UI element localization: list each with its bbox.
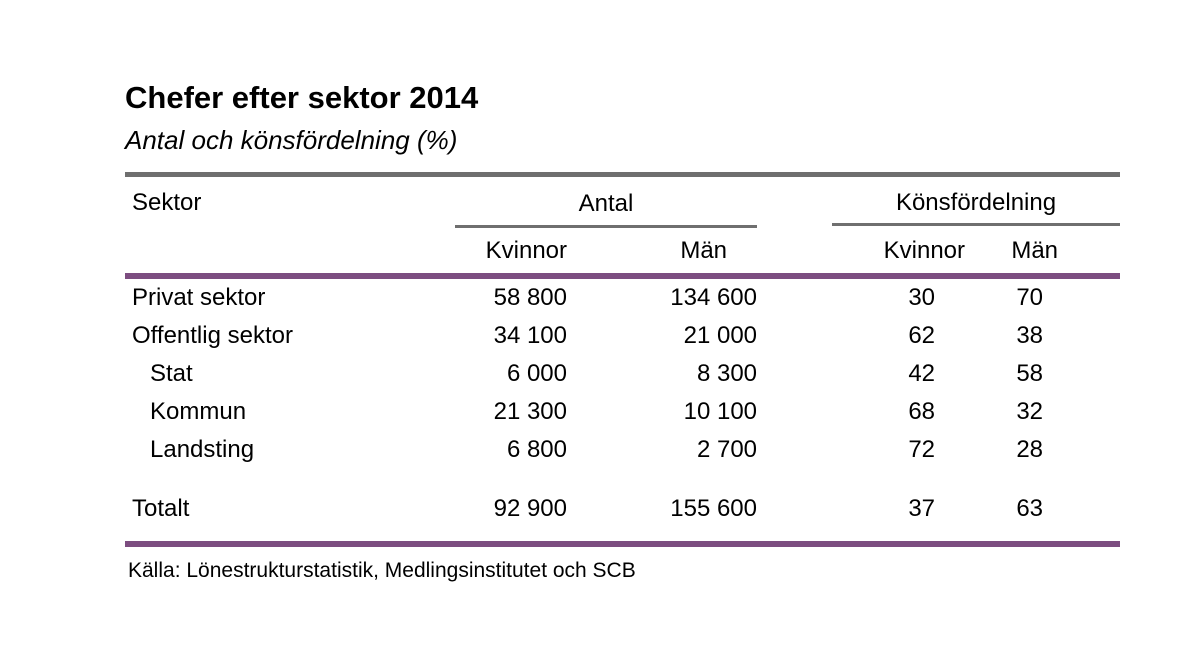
cell-kons-kvinnor: 72 bbox=[908, 435, 936, 463]
cell-antal-man: 2 700 bbox=[696, 435, 758, 463]
table-row: Offentlig sektor 34 100 21 000 62 38 bbox=[125, 317, 1120, 355]
table-total-row: Totalt 92 900 155 600 37 63 bbox=[125, 469, 1120, 544]
source-note: Källa: Lönestrukturstatistik, Medlingsin… bbox=[128, 558, 636, 582]
cell-sektor: Stat bbox=[150, 359, 193, 387]
column-header-antal-man: Män bbox=[567, 226, 758, 279]
cell-sektor: Kommun bbox=[150, 397, 247, 425]
statistics-table: Sektor Antal Könsfördelning Kvinnor Män … bbox=[125, 172, 1121, 547]
cell-antal-kvinnor: 6 800 bbox=[506, 435, 567, 463]
page-subtitle: Antal och könsfördelning (%) bbox=[125, 124, 458, 155]
cell-antal-kvinnor: 21 300 bbox=[493, 397, 567, 425]
page-title: Chefer efter sektor 2014 bbox=[125, 80, 479, 115]
konsfordelning-underline: Könsfördelning bbox=[832, 189, 1121, 227]
cell-antal-kvinnor: 6 000 bbox=[506, 359, 567, 387]
table-body: Privat sektor 58 800 134 600 30 70 Offen… bbox=[125, 276, 1120, 544]
table-row: Privat sektor 58 800 134 600 30 70 bbox=[125, 276, 1120, 317]
cell-kons-man: 38 bbox=[1016, 321, 1044, 349]
table-row: Landsting 6 800 2 700 72 28 bbox=[125, 431, 1120, 469]
column-header-kons-man: Män bbox=[935, 226, 1121, 279]
cell-sektor-total: Totalt bbox=[132, 494, 190, 522]
table-header: Sektor Antal Könsfördelning Kvinnor Män … bbox=[125, 174, 1121, 279]
cell-antal-man: 21 000 bbox=[683, 321, 758, 349]
cell-kons-man: 58 bbox=[1016, 359, 1044, 387]
column-header-kons-kvinnor: Kvinnor bbox=[757, 226, 965, 279]
cell-kons-man: 70 bbox=[1016, 283, 1044, 311]
column-header-sektor: Sektor bbox=[125, 174, 455, 279]
cell-kons-kvinnor: 42 bbox=[908, 359, 936, 387]
cell-antal-man-total: 155 600 bbox=[670, 494, 758, 522]
cell-sektor: Landsting bbox=[150, 435, 255, 463]
sub-header-row: Kvinnor Män Kvinnor Män bbox=[125, 226, 1121, 279]
cell-antal-man: 8 300 bbox=[696, 359, 758, 387]
column-header-antal-kvinnor: Kvinnor bbox=[455, 226, 567, 279]
cell-kons-kvinnor: 30 bbox=[908, 283, 936, 311]
column-group-antal: Antal bbox=[455, 174, 758, 228]
table-row: Stat 6 000 8 300 42 58 bbox=[125, 355, 1120, 393]
cell-kons-man-total: 63 bbox=[1016, 494, 1044, 522]
cell-kons-kvinnor-total: 37 bbox=[908, 494, 936, 522]
cell-sektor: Privat sektor bbox=[132, 283, 266, 311]
page: Chefer efter sektor 2014 Antal och könsf… bbox=[125, 80, 1121, 582]
cell-antal-kvinnor: 34 100 bbox=[493, 321, 567, 349]
cell-kons-kvinnor: 68 bbox=[908, 397, 936, 425]
column-header-kons-kvinnor-label: Kvinnor bbox=[883, 236, 966, 264]
cell-antal-man: 134 600 bbox=[670, 283, 758, 311]
column-group-konsfordelning: Könsfördelning bbox=[757, 175, 1121, 227]
cell-antal-kvinnor: 58 800 bbox=[493, 283, 567, 311]
table-row: Kommun 21 300 10 100 68 32 bbox=[125, 393, 1120, 431]
cell-antal-man: 10 100 bbox=[683, 397, 758, 425]
cell-sektor: Offentlig sektor bbox=[132, 321, 293, 349]
cell-kons-man: 32 bbox=[1016, 397, 1044, 425]
cell-kons-man: 28 bbox=[1016, 435, 1044, 463]
group-header-row: Sektor Antal Könsfördelning bbox=[125, 174, 1121, 279]
cell-antal-kvinnor-total: 92 900 bbox=[493, 494, 567, 522]
cell-kons-kvinnor: 62 bbox=[908, 321, 936, 349]
